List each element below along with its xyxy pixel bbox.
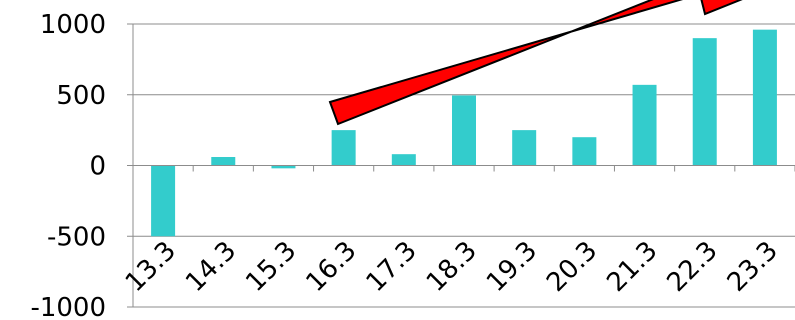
bar-22.3 [692,38,717,166]
bar-13.3 [151,165,176,237]
bar-21.3 [632,84,657,166]
x-tick-label-15.3: 15.3 [240,236,302,298]
x-tick-label-23.3: 23.3 [722,236,784,298]
x-axis-tick-labels: 13.314.315.316.317.318.319.320.321.322.3… [120,236,784,298]
bar-series [151,29,777,237]
axes [127,23,795,308]
bar-17.3 [391,154,416,166]
x-tick-label-13.3: 13.3 [120,236,182,298]
x-tick-label-17.3: 17.3 [361,236,423,298]
bar-16.3 [331,130,356,166]
y-tick-label-0: 1000 [40,10,106,40]
x-tick-label-22.3: 22.3 [662,236,724,298]
bar-20.3 [572,137,597,166]
trend-arrow-annotation [328,0,743,126]
y-axis-tick-labels: 1000 500 0 -500 -1000 [30,10,106,320]
x-tick-label-18.3: 18.3 [421,236,483,298]
y-tick-label-4: -1000 [30,293,106,320]
trend-arrow [328,0,743,126]
bar-19.3 [512,130,537,166]
bar-14.3 [211,157,236,166]
x-tick-label-16.3: 16.3 [300,236,362,298]
bar-23.3 [752,29,777,166]
bar-15.3 [271,165,296,169]
y-tick-label-3: -500 [47,222,106,252]
x-tick-label-19.3: 19.3 [481,236,543,298]
x-tick-label-21.3: 21.3 [601,236,663,298]
bar-18.3 [452,95,476,166]
x-tick-label-20.3: 20.3 [541,236,603,298]
x-tick-label-14.3: 14.3 [180,236,242,298]
y-tick-label-2: 0 [89,152,106,182]
y-tick-label-1: 500 [56,81,106,111]
